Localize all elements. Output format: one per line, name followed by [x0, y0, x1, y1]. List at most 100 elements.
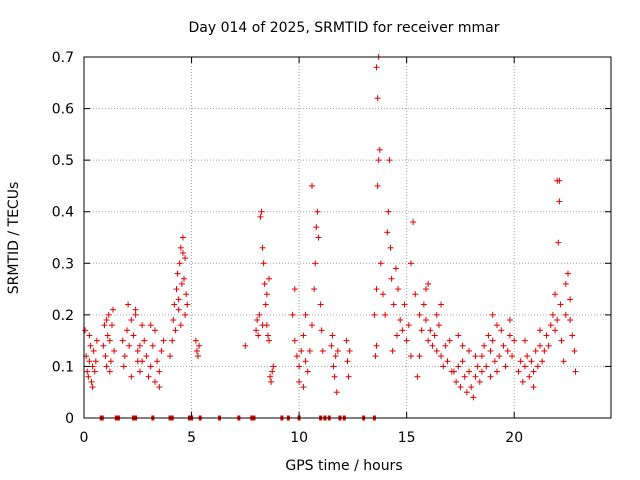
- data-point: [196, 342, 203, 349]
- data-point: [87, 342, 94, 349]
- data-point: [433, 347, 440, 354]
- grid: [84, 57, 611, 418]
- data-point: [476, 378, 483, 385]
- y-axis-label: SRMTID / TECUs: [6, 182, 22, 295]
- data-point: [171, 301, 178, 308]
- data-point: [389, 347, 396, 354]
- data-point: [532, 347, 539, 354]
- data-point: [371, 311, 378, 318]
- data-point: [184, 301, 191, 308]
- data-point: [345, 373, 352, 380]
- data-point: [195, 353, 202, 360]
- data-point: [175, 306, 182, 313]
- data-point: [86, 358, 93, 365]
- data-point: [128, 373, 135, 380]
- data-point: [572, 368, 579, 375]
- data-point: [410, 219, 417, 226]
- data-point: [414, 373, 421, 380]
- data-point: [103, 363, 110, 370]
- data-point: [472, 353, 479, 360]
- data-point: [466, 347, 473, 354]
- data-point: [151, 327, 158, 334]
- data-point: [344, 358, 351, 365]
- data-point: [318, 327, 325, 334]
- data-point: [489, 337, 496, 344]
- data-point: [390, 301, 397, 308]
- data-point: [567, 317, 574, 324]
- data-point: [177, 322, 184, 329]
- data-point: [291, 337, 298, 344]
- data-point: [509, 353, 516, 360]
- data-point: [425, 337, 432, 344]
- data-point: [438, 353, 445, 360]
- data-point: [169, 337, 176, 344]
- data-point: [328, 342, 335, 349]
- data-point: [562, 311, 569, 318]
- data-point: [506, 332, 513, 339]
- data-point: [393, 332, 400, 339]
- data-point: [388, 275, 395, 282]
- data-point: [289, 311, 296, 318]
- x-tick-label: 20: [505, 430, 523, 446]
- data-point: [567, 296, 574, 303]
- data-point: [444, 358, 451, 365]
- data-point: [300, 384, 307, 391]
- data-point: [257, 213, 264, 220]
- data-point: [258, 208, 265, 215]
- data-point: [401, 301, 408, 308]
- data-point: [554, 317, 561, 324]
- data-point: [136, 342, 143, 349]
- data-point: [304, 368, 311, 375]
- data-point: [160, 337, 167, 344]
- data-point: [156, 384, 163, 391]
- x-tick-label: 0: [80, 430, 89, 446]
- data-point: [435, 322, 442, 329]
- data-point: [549, 311, 556, 318]
- data-point: [453, 378, 460, 385]
- data-point: [262, 301, 269, 308]
- data-point: [334, 347, 341, 354]
- data-point: [296, 378, 303, 385]
- data-point: [254, 317, 261, 324]
- data-point: [407, 260, 414, 267]
- data-point: [270, 363, 277, 370]
- data-point: [569, 332, 576, 339]
- data-point: [93, 337, 100, 344]
- data-point: [172, 327, 179, 334]
- data-point: [431, 332, 438, 339]
- data-point: [547, 322, 554, 329]
- data-point: [485, 332, 492, 339]
- data-point: [110, 306, 117, 313]
- data-point: [296, 363, 303, 370]
- data-point: [487, 373, 494, 380]
- y-tick-label: 0.6: [52, 102, 74, 118]
- data-point: [459, 342, 466, 349]
- data-point: [556, 177, 563, 184]
- data-point: [309, 182, 316, 189]
- data-point: [521, 337, 528, 344]
- data-point: [259, 244, 266, 251]
- data-point: [329, 332, 336, 339]
- data-point: [300, 332, 307, 339]
- data-point: [511, 337, 518, 344]
- x-tick-label: 15: [398, 430, 416, 446]
- data-point: [261, 280, 268, 287]
- data-point: [106, 368, 113, 375]
- data-point: [265, 275, 272, 282]
- data-point: [412, 291, 419, 298]
- data-point: [478, 368, 485, 375]
- data-point: [92, 358, 99, 365]
- data-point: [399, 327, 406, 334]
- y-tick-label: 0.7: [52, 50, 74, 66]
- chart-title: Day 014 of 2025, SRMTID for receiver mma…: [188, 20, 499, 36]
- data-point: [373, 286, 380, 293]
- data-point: [181, 275, 188, 282]
- data-point: [124, 327, 131, 334]
- data-point: [183, 291, 190, 298]
- data-point: [530, 368, 537, 375]
- data-point: [543, 332, 550, 339]
- data-point: [179, 234, 186, 241]
- data-point: [470, 394, 477, 401]
- data-point: [418, 327, 425, 334]
- data-point: [457, 384, 464, 391]
